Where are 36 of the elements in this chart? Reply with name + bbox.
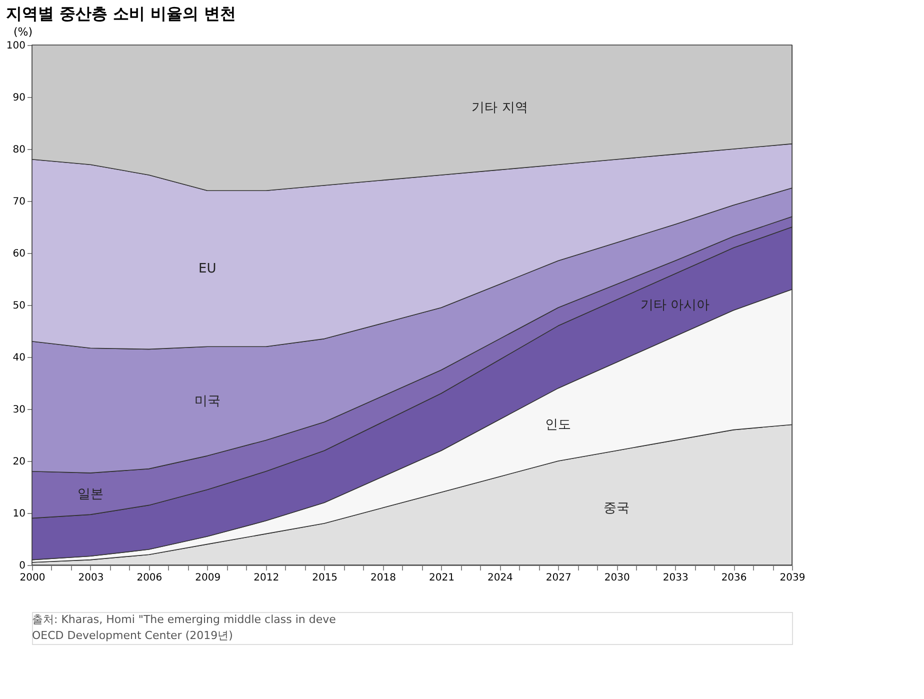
x-tick-label: 2033 xyxy=(662,572,688,584)
series-label: EU xyxy=(198,262,216,277)
x-tick-label: 2024 xyxy=(487,572,513,584)
x-tick-label: 2018 xyxy=(370,572,396,584)
series-label: 인도 xyxy=(545,418,572,433)
y-tick-label: 70 xyxy=(12,196,26,208)
x-tick-label: 2000 xyxy=(20,572,46,584)
y-tick-label: 50 xyxy=(12,300,26,312)
y-tick-label: 10 xyxy=(12,508,26,520)
chart-title: 지역별 중산층 소비 비율의 변천 xyxy=(6,4,236,23)
y-tick-label: 40 xyxy=(12,352,26,364)
x-tick-label: 2015 xyxy=(312,572,338,584)
text: OECD Development Center (2019년) xyxy=(32,629,233,642)
x-tick-label: 2036 xyxy=(721,572,747,584)
y-axis-title: (%) xyxy=(13,26,32,38)
x-tick-label: 2012 xyxy=(254,572,280,584)
x-tick-label: 2009 xyxy=(195,572,221,584)
x-tick-label: 2003 xyxy=(78,572,104,584)
x-tick-label: 2039 xyxy=(780,572,806,584)
x-tick-label: 2021 xyxy=(429,572,454,584)
y-tick-label: 20 xyxy=(12,456,26,468)
y-tick-label: 0 xyxy=(19,560,26,572)
series-label: 일본 xyxy=(77,486,104,502)
series-label: 기타 지역 xyxy=(472,100,528,116)
series-label: 미국 xyxy=(194,394,220,410)
y-tick-label: 30 xyxy=(12,404,26,416)
x-tick-label: 2006 xyxy=(136,572,162,584)
x-tick-label: 2030 xyxy=(604,572,630,584)
y-tick-label: 60 xyxy=(12,248,26,260)
source-note: 출처: Kharas, Homi "The emerging middle class in deve xyxy=(32,613,336,626)
y-tick-label: 90 xyxy=(12,92,26,104)
y-tick-label: 100 xyxy=(6,40,26,52)
y-tick-label: 80 xyxy=(12,144,26,156)
x-tick-label: 2027 xyxy=(546,572,572,584)
series-label: 기타 아시아 xyxy=(640,298,710,313)
series-label: 중국 xyxy=(604,500,630,516)
